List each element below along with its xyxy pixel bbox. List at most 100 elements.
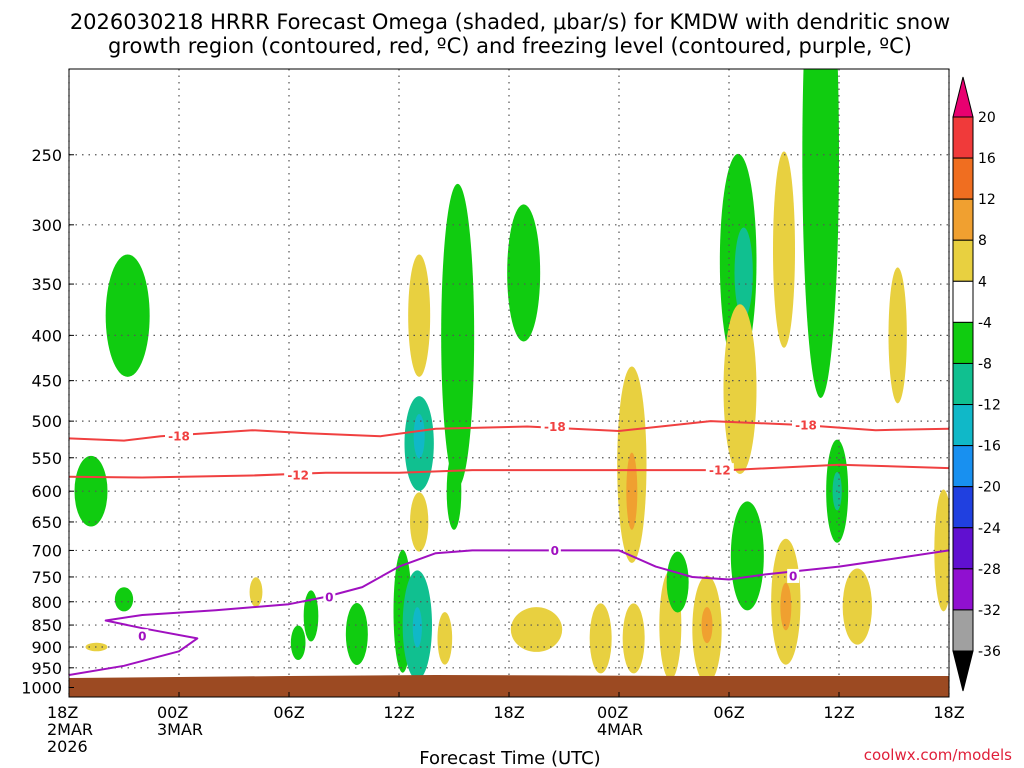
omega-region [730, 501, 764, 611]
omega-region [622, 603, 645, 674]
colorbar-label: -8 [978, 356, 992, 372]
omega-region [510, 607, 563, 652]
y-tick-label: 800 [31, 593, 62, 612]
y-tick-label: 650 [31, 513, 62, 532]
chart-title-line-2: growth region (contoured, red, ºC) and f… [108, 34, 912, 58]
y-tick-label: 600 [31, 482, 62, 501]
colorbar-label: -16 [978, 439, 1001, 455]
x-tick-label: 06Z [273, 703, 304, 722]
x-tick-label: 18Z [933, 703, 964, 722]
omega-region [773, 151, 795, 348]
y-tick-label: 700 [31, 541, 62, 560]
contour-lines: -18 -18 -18 -12 -12 0 0 0 0 [69, 417, 949, 676]
colorbar-swatch [952, 362, 974, 406]
omega-region [666, 551, 689, 613]
omega-region [410, 492, 429, 552]
x-tick-label: 2MAR [47, 720, 93, 739]
contour-line [69, 549, 949, 676]
x-tick-label: 12Z [383, 703, 414, 722]
omega-region [290, 625, 306, 661]
colorbar-swatch [952, 321, 974, 364]
contour-label-bg [787, 568, 800, 583]
colorbar-swatch [952, 116, 974, 159]
y-tick-label: 900 [31, 638, 62, 657]
omega-region [413, 414, 425, 459]
chart-title-line-1: 2026030218 HRRR Forecast Omega (shaded, … [70, 10, 950, 34]
contour-label: -18 [544, 420, 566, 434]
colorbar-swatch [952, 157, 974, 200]
omega-region [802, 69, 839, 398]
x-tick-label: 00Z [597, 703, 628, 722]
colorbar-label: -20 [978, 480, 1001, 496]
colorbar-swatch [952, 527, 974, 570]
credit-text: coolwx.com/models [864, 746, 1012, 764]
x-tick-label: 2026 [47, 737, 88, 756]
omega-region [345, 603, 368, 665]
x-axis-label: Forecast Time (UTC) [419, 748, 600, 768]
contour-label-bg [136, 629, 149, 644]
colorbar-label: 20 [978, 110, 996, 126]
contour-line [69, 463, 949, 479]
colorbar-label: 12 [978, 192, 996, 208]
contour-label-bg [540, 419, 569, 434]
omega-region [734, 227, 753, 319]
contour-label-bg [705, 463, 734, 478]
omega-region [723, 304, 757, 474]
contour-label: 0 [551, 544, 559, 558]
x-tick-label: 00Z [157, 703, 188, 722]
colorbar-bottom-arrow [952, 650, 974, 692]
colorbar-label: -32 [978, 603, 1001, 619]
x-tick-label: 18Z [47, 703, 78, 722]
omega-region [408, 254, 431, 377]
contour-label-bg [792, 417, 820, 432]
contour-label-bg [165, 429, 193, 444]
omega-region [780, 582, 792, 631]
omega-region [842, 568, 872, 645]
colorbar-label: -4 [978, 315, 992, 331]
contour-label-bg [284, 467, 313, 482]
omega-region [589, 603, 612, 674]
contour-label-bg [323, 589, 336, 604]
colorbar-label: -12 [978, 398, 1001, 414]
y-tick-label: 500 [31, 412, 62, 431]
colorbar-swatch [952, 404, 974, 447]
contour-label: 0 [138, 630, 146, 644]
x-tick-label: 3MAR [157, 720, 203, 739]
y-tick-label: 1000 [21, 679, 62, 698]
colorbar-swatch [952, 198, 974, 241]
colorbar-label: -36 [978, 644, 1001, 660]
contour-label: -12 [287, 468, 309, 482]
contour-label: -18 [795, 418, 817, 432]
x-tick-label: 18Z [493, 703, 524, 722]
contour-label-bg [548, 543, 561, 558]
omega-region [437, 612, 453, 665]
colorbar-label: -24 [978, 521, 1001, 537]
omega-region [412, 607, 422, 648]
colorbar-swatch [952, 445, 974, 488]
colorbar-label: 16 [978, 151, 996, 167]
omega-region [811, 92, 830, 217]
y-tick-label: 450 [31, 372, 62, 391]
y-tick-label: 300 [31, 216, 62, 235]
omega-region [303, 590, 319, 642]
omega-shading [74, 69, 949, 684]
omega-region [446, 452, 462, 530]
colorbar-label: 8 [978, 233, 987, 249]
colorbar-swatch [952, 239, 974, 282]
y-tick-label: 950 [31, 659, 62, 678]
x-tick-label: 4MAR [597, 720, 643, 739]
x-tick-label: 06Z [713, 703, 744, 722]
omega-region [105, 254, 150, 377]
omega-region [74, 455, 108, 527]
x-tick-label: 12Z [823, 703, 854, 722]
colorbar-label: -28 [978, 562, 1001, 578]
omega-region [888, 267, 907, 404]
ground-surface [69, 675, 949, 697]
omega-region [934, 489, 949, 612]
y-tick-label: 350 [31, 275, 62, 294]
colorbar-swatch [952, 486, 974, 529]
omega-region [441, 183, 475, 487]
y-tick-label: 550 [31, 449, 62, 468]
